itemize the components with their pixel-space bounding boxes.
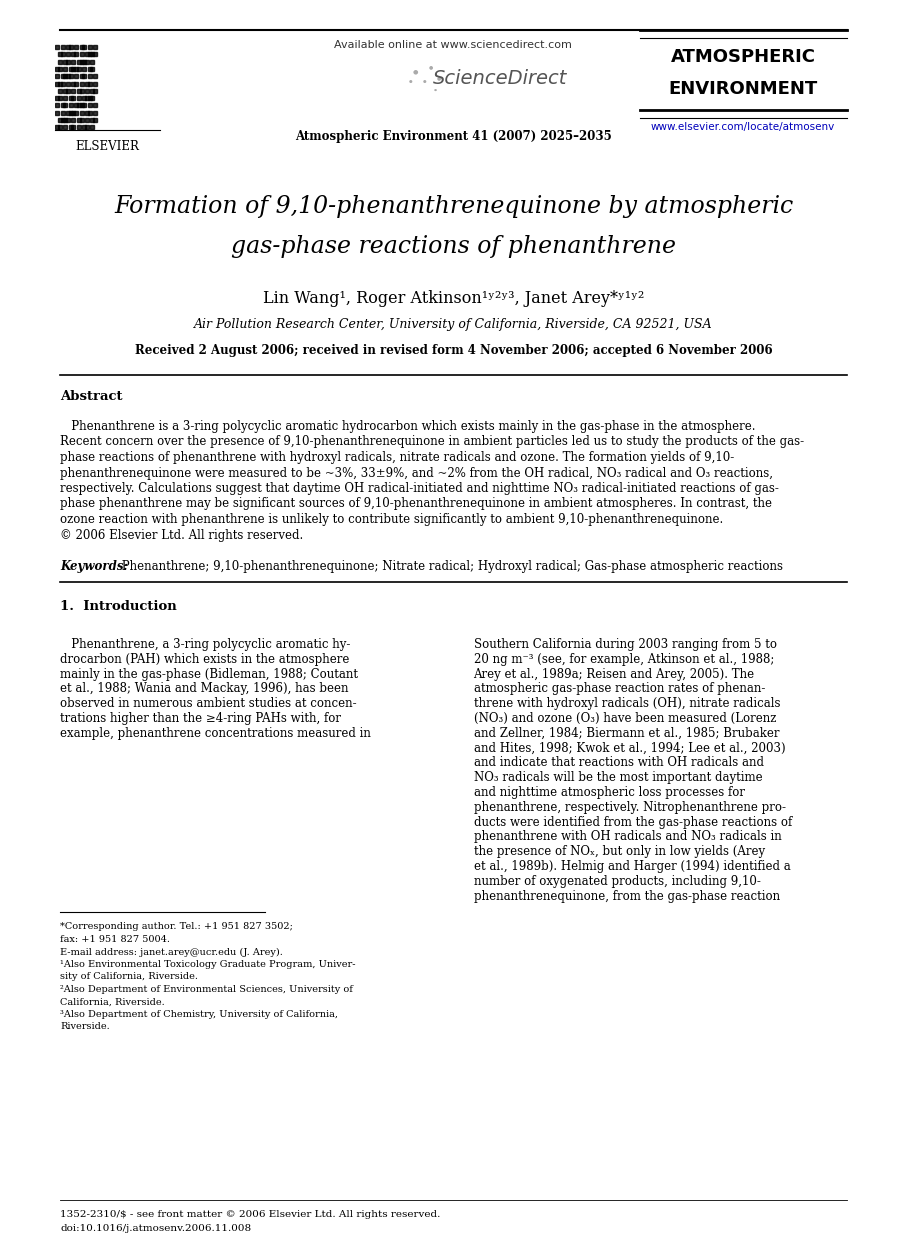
- Text: number of oxygenated products, including 9,10-: number of oxygenated products, including…: [473, 875, 760, 888]
- Text: Keywords:: Keywords:: [60, 560, 128, 573]
- Text: California, Riverside.: California, Riverside.: [60, 998, 165, 1006]
- Text: Received 2 August 2006; received in revised form 4 November 2006; accepted 6 Nov: Received 2 August 2006; received in revi…: [134, 344, 773, 357]
- Text: and indicate that reactions with OH radicals and: and indicate that reactions with OH radi…: [473, 756, 764, 769]
- Text: ENVIRONMENT: ENVIRONMENT: [668, 80, 817, 98]
- Text: phenanthrene, respectively. Nitrophenanthrene pro-: phenanthrene, respectively. Nitrophenant…: [473, 801, 785, 813]
- Text: Abstract: Abstract: [60, 390, 122, 404]
- Text: et al., 1988; Wania and Mackay, 1996), has been: et al., 1988; Wania and Mackay, 1996), h…: [60, 682, 348, 696]
- Text: mainly in the gas-phase (Bidleman, 1988; Coutant: mainly in the gas-phase (Bidleman, 1988;…: [60, 667, 358, 681]
- Text: ●: ●: [409, 80, 413, 84]
- Text: ducts were identified from the gas-phase reactions of: ducts were identified from the gas-phase…: [473, 816, 792, 828]
- Text: observed in numerous ambient studies at concen-: observed in numerous ambient studies at …: [60, 697, 356, 711]
- Text: ●: ●: [437, 76, 441, 80]
- Text: gas-phase reactions of phenanthrene: gas-phase reactions of phenanthrene: [231, 235, 676, 258]
- Text: www.elsevier.com/locate/atmosenv: www.elsevier.com/locate/atmosenv: [651, 123, 835, 132]
- Text: Phenanthrene; 9,10-phenanthrenequinone; Nitrate radical; Hydroxyl radical; Gas-p: Phenanthrene; 9,10-phenanthrenequinone; …: [118, 560, 783, 573]
- Text: and Zellner, 1984; Biermann et al., 1985; Brubaker: and Zellner, 1984; Biermann et al., 1985…: [473, 727, 779, 740]
- Text: phenanthrene with OH radicals and NO₃ radicals in: phenanthrene with OH radicals and NO₃ ra…: [473, 831, 781, 843]
- Text: Formation of 9,10-phenanthrenequinone by atmospheric: Formation of 9,10-phenanthrenequinone by…: [114, 196, 793, 218]
- Text: Phenanthrene, a 3-ring polycyclic aromatic hy-: Phenanthrene, a 3-ring polycyclic aromat…: [60, 638, 350, 651]
- Text: example, phenanthrene concentrations measured in: example, phenanthrene concentrations mea…: [60, 727, 371, 740]
- Text: et al., 1989b). Helmig and Harger (1994) identified a: et al., 1989b). Helmig and Harger (1994)…: [473, 860, 790, 873]
- Text: ScienceDirect: ScienceDirect: [433, 68, 568, 88]
- Text: *Corresponding author. Tel.: +1 951 827 3502;: *Corresponding author. Tel.: +1 951 827 …: [60, 922, 293, 931]
- Text: and nighttime atmospheric loss processes for: and nighttime atmospheric loss processes…: [473, 786, 745, 799]
- Text: ●: ●: [434, 88, 436, 92]
- Text: ●: ●: [429, 64, 434, 69]
- Text: E-mail address: janet.arey@ucr.edu (J. Arey).: E-mail address: janet.arey@ucr.edu (J. A…: [60, 947, 283, 957]
- Text: sity of California, Riverside.: sity of California, Riverside.: [60, 972, 198, 982]
- Text: 20 ng m⁻³ (see, for example, Atkinson et al., 1988;: 20 ng m⁻³ (see, for example, Atkinson et…: [473, 652, 774, 666]
- Text: phase reactions of phenanthrene with hydroxyl radicals, nitrate radicals and ozo: phase reactions of phenanthrene with hyd…: [60, 451, 735, 464]
- Text: the presence of NOₓ, but only in low yields (Arey: the presence of NOₓ, but only in low yie…: [473, 846, 765, 858]
- Text: trations higher than the ≥4-ring PAHs with, for: trations higher than the ≥4-ring PAHs wi…: [60, 712, 341, 725]
- Text: and Hites, 1998; Kwok et al., 1994; Lee et al., 2003): and Hites, 1998; Kwok et al., 1994; Lee …: [473, 742, 785, 755]
- Text: phase phenanthrene may be significant sources of 9,10-phenanthrenequinone in amb: phase phenanthrene may be significant so…: [60, 498, 772, 510]
- Text: ●: ●: [413, 69, 418, 74]
- Text: Phenanthrene is a 3-ring polycyclic aromatic hydrocarbon which exists mainly in : Phenanthrene is a 3-ring polycyclic arom…: [60, 420, 756, 433]
- Text: Atmospheric Environment 41 (2007) 2025–2035: Atmospheric Environment 41 (2007) 2025–2…: [295, 130, 611, 144]
- Text: 1.  Introduction: 1. Introduction: [60, 600, 177, 613]
- Text: phenanthrenequinone, from the gas-phase reaction: phenanthrenequinone, from the gas-phase …: [473, 890, 780, 903]
- Text: Air Pollution Research Center, University of California, Riverside, CA 92521, US: Air Pollution Research Center, Universit…: [194, 318, 713, 331]
- Text: ozone reaction with phenanthrene is unlikely to contribute significantly to ambi: ozone reaction with phenanthrene is unli…: [60, 513, 723, 526]
- Text: phenanthrenequinone were measured to be ~3%, 33±9%, and ~2% from the OH radical,: phenanthrenequinone were measured to be …: [60, 467, 773, 479]
- Text: threne with hydroxyl radicals (OH), nitrate radicals: threne with hydroxyl radicals (OH), nitr…: [473, 697, 780, 711]
- Text: (NO₃) and ozone (O₃) have been measured (Lorenz: (NO₃) and ozone (O₃) have been measured …: [473, 712, 775, 725]
- Text: Arey et al., 1989a; Reisen and Arey, 2005). The: Arey et al., 1989a; Reisen and Arey, 200…: [473, 667, 755, 681]
- Text: Available online at www.sciencedirect.com: Available online at www.sciencedirect.co…: [334, 40, 572, 50]
- Text: respectively. Calculations suggest that daytime OH radical-initiated and nightti: respectively. Calculations suggest that …: [60, 482, 779, 495]
- Text: ²Also Department of Environmental Sciences, University of: ²Also Department of Environmental Scienc…: [60, 985, 353, 994]
- Text: © 2006 Elsevier Ltd. All rights reserved.: © 2006 Elsevier Ltd. All rights reserved…: [60, 529, 303, 541]
- Text: Southern California during 2003 ranging from 5 to: Southern California during 2003 ranging …: [473, 638, 776, 651]
- Text: Lin Wang¹, Roger Atkinson¹ʸ²ʸ³, Janet Arey*ʸ¹ʸ²: Lin Wang¹, Roger Atkinson¹ʸ²ʸ³, Janet Ar…: [263, 290, 644, 307]
- Text: ³Also Department of Chemistry, University of California,: ³Also Department of Chemistry, Universit…: [60, 1010, 338, 1019]
- Text: ATMOSPHERIC: ATMOSPHERIC: [670, 48, 815, 66]
- Text: Riverside.: Riverside.: [60, 1023, 110, 1031]
- Text: Recent concern over the presence of 9,10-phenanthrenequinone in ambient particle: Recent concern over the presence of 9,10…: [60, 436, 805, 448]
- Text: drocarbon (PAH) which exists in the atmosphere: drocarbon (PAH) which exists in the atmo…: [60, 652, 349, 666]
- Text: fax: +1 951 827 5004.: fax: +1 951 827 5004.: [60, 935, 170, 943]
- Text: NO₃ radicals will be the most important daytime: NO₃ radicals will be the most important …: [473, 771, 762, 784]
- Text: 1352-2310/$ - see front matter © 2006 Elsevier Ltd. All rights reserved.: 1352-2310/$ - see front matter © 2006 El…: [60, 1210, 441, 1219]
- Text: doi:10.1016/j.atmosenv.2006.11.008: doi:10.1016/j.atmosenv.2006.11.008: [60, 1224, 251, 1233]
- Text: atmospheric gas-phase reaction rates of phenan-: atmospheric gas-phase reaction rates of …: [473, 682, 765, 696]
- Text: ¹Also Environmental Toxicology Graduate Program, Univer-: ¹Also Environmental Toxicology Graduate …: [60, 959, 356, 969]
- Text: ELSEVIER: ELSEVIER: [75, 140, 139, 154]
- Text: ●: ●: [424, 80, 427, 84]
